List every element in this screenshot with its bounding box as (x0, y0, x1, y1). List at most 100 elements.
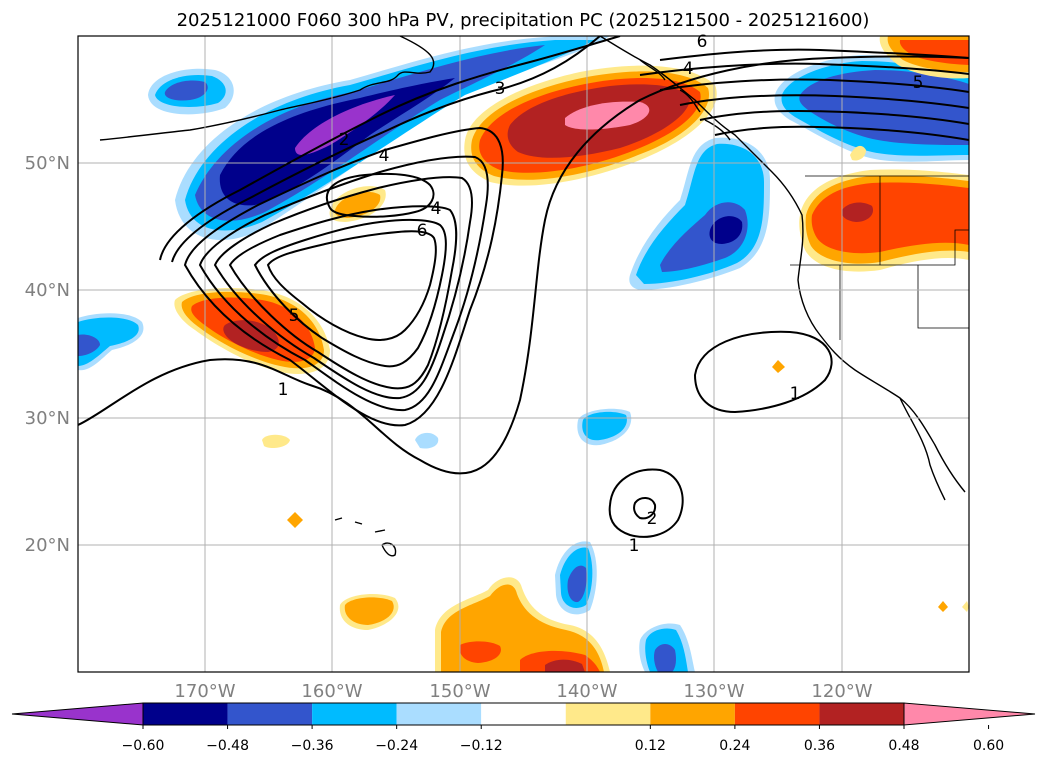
gridlines (78, 36, 969, 672)
contour-label: 6 (417, 221, 428, 241)
borders (790, 175, 969, 340)
colorbar-box (143, 703, 228, 725)
colorbar-box (481, 703, 566, 725)
pv-contour-19 (714, 125, 969, 141)
colorbar-box (565, 703, 651, 725)
precip-region (772, 360, 785, 373)
colorbar-box (227, 703, 313, 725)
colorbar-tick-label: 0.12 (635, 738, 666, 754)
precip-region (938, 601, 948, 612)
colorbar-frame (142, 702, 905, 726)
lon-label: 120°W (811, 681, 872, 702)
contour-label: 6 (697, 32, 708, 52)
pv-contour-16 (659, 78, 969, 93)
colorbar-box (650, 703, 735, 725)
pv-contour-3 (171, 36, 601, 263)
pv-contour-14 (659, 48, 969, 61)
alaska-peninsula-coast (99, 36, 435, 141)
coastal-islands (639, 59, 731, 141)
precip-region (78, 334, 100, 356)
contour-label: 4 (379, 146, 390, 166)
colorbar-tick-label: −0.36 (291, 738, 334, 754)
colorbar-tick-label: 0.24 (719, 738, 750, 754)
precip-region (962, 601, 969, 612)
contour-label: 5 (913, 73, 924, 93)
contour-label: 2 (647, 509, 658, 529)
latitude-labels: 50°N 40°N 30°N 20°N (25, 153, 70, 556)
colorbar: −0.60 −0.48 −0.36 −0.24 −0.12 0.12 0.24 0.36 0.4… (11, 702, 1036, 754)
pv-contour-18 (699, 109, 969, 125)
pv-contour-4 (183, 126, 504, 427)
pv-contour-2 (159, 36, 621, 261)
pv-contour-11 (693, 330, 833, 414)
colorbar-tick-label: 0.36 (804, 738, 835, 754)
precip-region (811, 182, 969, 254)
contour-label: 1 (629, 536, 640, 556)
pv-contour-17 (679, 94, 969, 109)
lat-label: 30°N (25, 408, 70, 429)
precip-region (262, 434, 290, 448)
precip-region (850, 145, 866, 161)
hawaii-islands (334, 517, 397, 557)
colorbar-box (396, 703, 482, 725)
colorbar-tick-label: −0.24 (375, 738, 418, 754)
colorbar-extend-low (11, 702, 144, 726)
coastlines (99, 36, 966, 557)
pv-contour-8 (253, 218, 447, 368)
lon-label: 140°W (556, 681, 617, 702)
pv-contours (78, 36, 969, 538)
map-panel: 6 4 5 3 2 4 6 4 5 1 1 1 2 170°W 160°W 15… (25, 32, 970, 702)
map-frame (77, 35, 970, 673)
colorbar-tick-label: 0.60 (973, 738, 1004, 754)
precip-region (78, 317, 139, 366)
precip-region (567, 565, 587, 603)
precip-region (219, 78, 455, 206)
precip-region (164, 80, 208, 101)
pv-contour-9 (266, 230, 437, 341)
precip-region (295, 95, 395, 156)
colorbar-box (734, 703, 820, 725)
lat-label: 20°N (25, 535, 70, 556)
lat-label: 40°N (25, 280, 70, 301)
colorbar-tick-label: 0.48 (888, 738, 919, 754)
colorbar-extend-high (903, 702, 1036, 726)
pv-contour-13 (633, 497, 657, 520)
state-border (790, 229, 969, 266)
longitude-labels: 170°W 160°W 150°W 140°W 130°W 120°W (174, 681, 872, 702)
contour-label: 4 (431, 199, 442, 219)
precip-region (899, 40, 969, 65)
pv-contour-7 (228, 205, 458, 390)
colorbar-box (312, 703, 397, 725)
contour-label: 1 (790, 384, 801, 404)
state-border (917, 265, 969, 329)
pv-contour-6 (213, 176, 473, 400)
lon-label: 150°W (429, 681, 490, 702)
baja-coast (899, 397, 946, 501)
colorbar-tick-label: −0.12 (460, 738, 503, 754)
pv-contour-10 (325, 172, 435, 218)
colorbar-tick-label: −0.60 (122, 738, 165, 754)
contour-label: 5 (289, 306, 300, 326)
precip-region (654, 644, 676, 672)
lon-label: 130°W (683, 681, 744, 702)
map-title: 2025121000 F060 300 hPa PV, precipitatio… (177, 10, 870, 31)
lon-label: 160°W (301, 681, 362, 702)
precip-region (582, 411, 627, 441)
lat-label: 50°N (25, 153, 70, 174)
precip-region (287, 512, 303, 528)
contour-label: 4 (683, 59, 694, 79)
precip-region (545, 659, 585, 672)
precip-region (709, 216, 743, 244)
precip-region (344, 597, 394, 625)
precip-region (415, 432, 439, 449)
colorbar-tick-label: −0.48 (206, 738, 249, 754)
colorbar-box (819, 703, 904, 725)
contour-label: 2 (339, 130, 350, 150)
contour-label: 3 (495, 79, 506, 99)
lon-label: 170°W (174, 681, 235, 702)
contour-label: 1 (278, 380, 289, 400)
pv-contour-15 (639, 62, 969, 76)
contour-labels: 6 4 5 3 2 4 6 4 5 1 1 1 2 (278, 32, 924, 556)
pv-contour-12 (608, 468, 684, 538)
